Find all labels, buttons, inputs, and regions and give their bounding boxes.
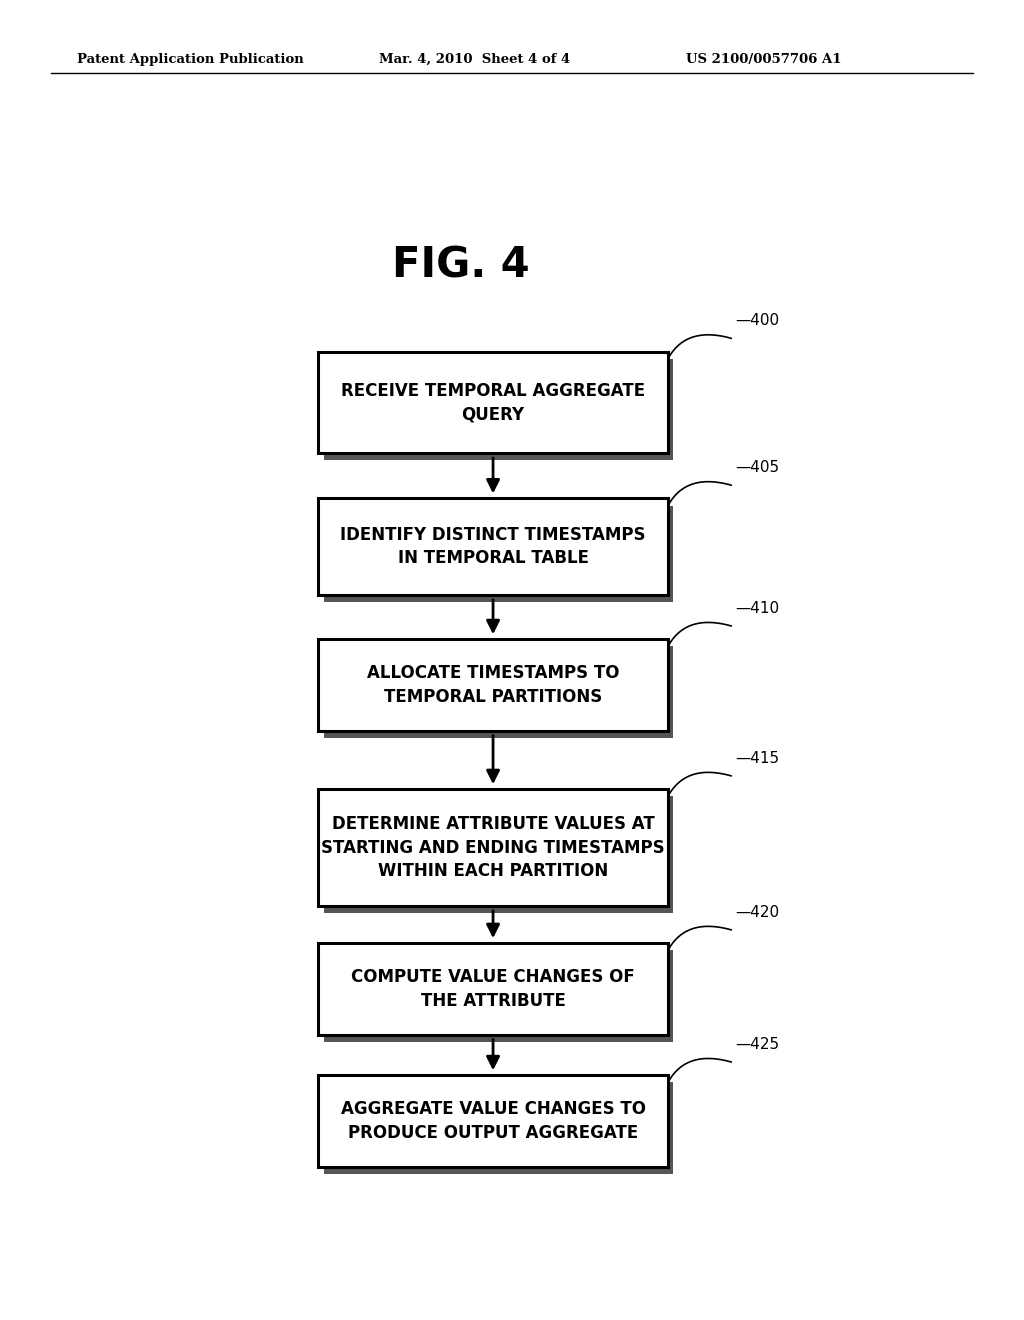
Bar <box>318 789 668 906</box>
Text: ALLOCATE TIMESTAMPS TO
TEMPORAL PARTITIONS: ALLOCATE TIMESTAMPS TO TEMPORAL PARTITIO… <box>367 664 620 706</box>
Text: IDENTIFY DISTINCT TIMESTAMPS
IN TEMPORAL TABLE: IDENTIFY DISTINCT TIMESTAMPS IN TEMPORAL… <box>340 525 646 568</box>
Bar <box>318 1076 668 1167</box>
Bar <box>318 351 668 453</box>
Bar <box>324 506 673 602</box>
Bar <box>318 499 668 595</box>
Text: RECEIVE TEMPORAL AGGREGATE
QUERY: RECEIVE TEMPORAL AGGREGATE QUERY <box>341 381 645 424</box>
Text: —425: —425 <box>735 1036 779 1052</box>
Text: —400: —400 <box>735 313 779 329</box>
Text: FIG. 4: FIG. 4 <box>392 244 530 286</box>
Text: —415: —415 <box>735 751 779 766</box>
Bar <box>324 359 673 461</box>
Text: Mar. 4, 2010  Sheet 4 of 4: Mar. 4, 2010 Sheet 4 of 4 <box>379 53 570 66</box>
Bar <box>318 942 668 1035</box>
Text: DETERMINE ATTRIBUTE VALUES AT
STARTING AND ENDING TIMESTAMPS
WITHIN EACH PARTITI: DETERMINE ATTRIBUTE VALUES AT STARTING A… <box>322 814 665 880</box>
Text: US 2100/0057706 A1: US 2100/0057706 A1 <box>686 53 842 66</box>
Bar <box>324 647 673 738</box>
Text: —405: —405 <box>735 459 779 475</box>
Bar <box>324 1082 673 1173</box>
Bar <box>318 639 668 731</box>
Text: —420: —420 <box>735 904 779 920</box>
Text: AGGREGATE VALUE CHANGES TO
PRODUCE OUTPUT AGGREGATE: AGGREGATE VALUE CHANGES TO PRODUCE OUTPU… <box>341 1100 645 1142</box>
Text: Patent Application Publication: Patent Application Publication <box>77 53 303 66</box>
Bar <box>324 796 673 913</box>
Bar <box>324 950 673 1041</box>
Text: —410: —410 <box>735 601 779 615</box>
Text: COMPUTE VALUE CHANGES OF
THE ATTRIBUTE: COMPUTE VALUE CHANGES OF THE ATTRIBUTE <box>351 968 635 1010</box>
